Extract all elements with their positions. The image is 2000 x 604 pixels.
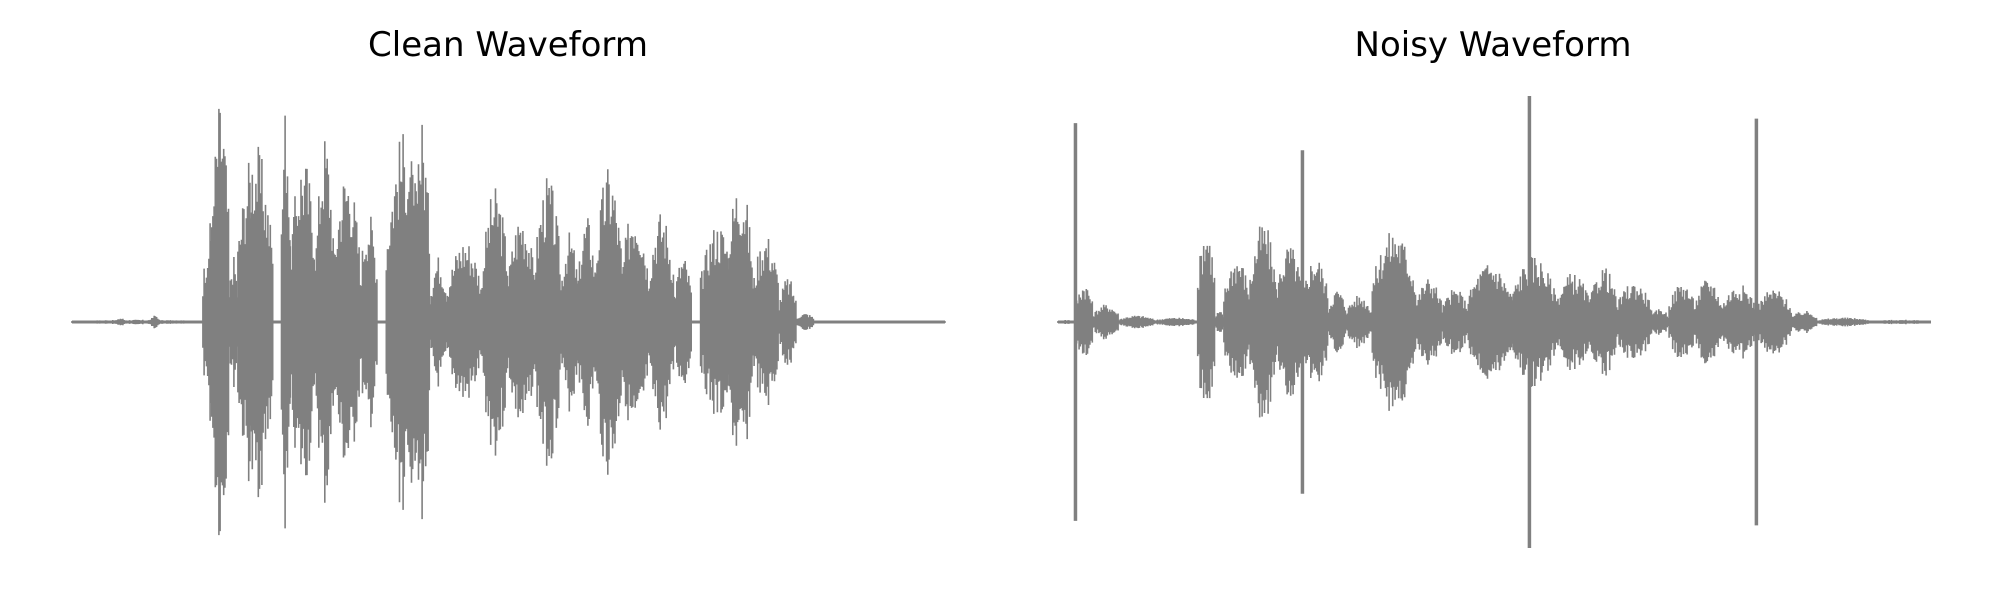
waveform-segment-28 <box>1869 319 1931 325</box>
waveform-segment-27 <box>1816 317 1870 327</box>
waveform-segment-12 <box>359 216 378 428</box>
waveform-segment-12 <box>1345 296 1373 348</box>
waveform-segment-7 <box>245 212 265 432</box>
waveform-segment-6 <box>1214 312 1225 332</box>
waveform-segment-10 <box>1301 262 1329 382</box>
waveform-segment-18 <box>1554 274 1592 370</box>
waveform-segment-25 <box>673 261 692 383</box>
waveform-segment-21 <box>1650 309 1670 335</box>
waveform-segment-15 <box>1441 290 1469 354</box>
waveform-segment-5 <box>228 257 239 387</box>
waveform-segment-9 <box>289 168 317 476</box>
waveform-segment-14 <box>1415 279 1442 365</box>
waveform-segment-11 <box>333 186 360 458</box>
waveform-segment-3 <box>1118 315 1155 329</box>
waveform-segment-11 <box>1327 291 1347 353</box>
waveform-segment-22 <box>595 169 622 475</box>
waveform-segment-20 <box>560 232 579 412</box>
waveform-segment-0 <box>71 319 204 325</box>
waveform-segment-23 <box>1694 280 1722 364</box>
waveform-segment-15 <box>429 257 448 387</box>
waveform-segment-25 <box>1755 290 1792 354</box>
waveform-segment-20 <box>1615 286 1653 358</box>
waveform-segment-29 <box>778 279 797 365</box>
noisy-waveform-title: Noisy Waveform <box>1355 25 1632 65</box>
waveform-segment-27 <box>726 198 753 446</box>
waveform-segment-13 <box>1371 233 1417 411</box>
waveform-segment-0 <box>1057 320 1076 324</box>
waveform-segment-4 <box>1153 317 1198 327</box>
waveform-segment-30 <box>795 314 815 330</box>
waveform-segment-10 <box>315 141 334 503</box>
noisy-waveform-panel: Noisy Waveform <box>1057 25 1931 548</box>
waveform-segment-8 <box>1249 226 1277 418</box>
waveform-segment-16 <box>1467 265 1513 379</box>
waveform-segment-17 <box>1511 257 1556 387</box>
waveform-segment-16 <box>446 246 483 398</box>
waveform-segment-26 <box>1790 311 1818 333</box>
waveform-segment-5 <box>1196 245 1216 399</box>
waveform-segment-31 <box>813 320 946 324</box>
waveform-segment-2 <box>1092 304 1119 340</box>
waveform-segment-23 <box>621 223 648 421</box>
waveform-segment-22 <box>1668 287 1696 357</box>
waveform-segment-28 <box>752 239 779 405</box>
waveform-segment-19 <box>533 178 561 466</box>
noisy-waveform-plot <box>1057 96 1931 548</box>
waveform-segment-2 <box>149 315 160 329</box>
waveform-segment-1 <box>1074 289 1094 355</box>
waveform-segment-4 <box>210 108 230 536</box>
waveform-segment-24 <box>647 214 675 430</box>
waveform-segment-18 <box>507 226 535 418</box>
waveform-segment-17 <box>481 188 509 456</box>
clean-waveform-panel: Clean Waveform <box>71 25 946 536</box>
waveform-segment-7 <box>1223 266 1250 378</box>
clean-waveform-title: Clean Waveform <box>368 25 648 65</box>
waveform-segment-8 <box>280 115 291 529</box>
waveform-segment-19 <box>1589 268 1617 376</box>
waveform-segment-21 <box>577 218 596 426</box>
waveform-segment-1 <box>114 318 125 326</box>
waveform-segment-24 <box>1720 285 1758 359</box>
waveform-segment-14 <box>411 124 431 520</box>
waveform-segment-9 <box>1275 248 1303 396</box>
clean-waveform-plot <box>71 108 946 536</box>
